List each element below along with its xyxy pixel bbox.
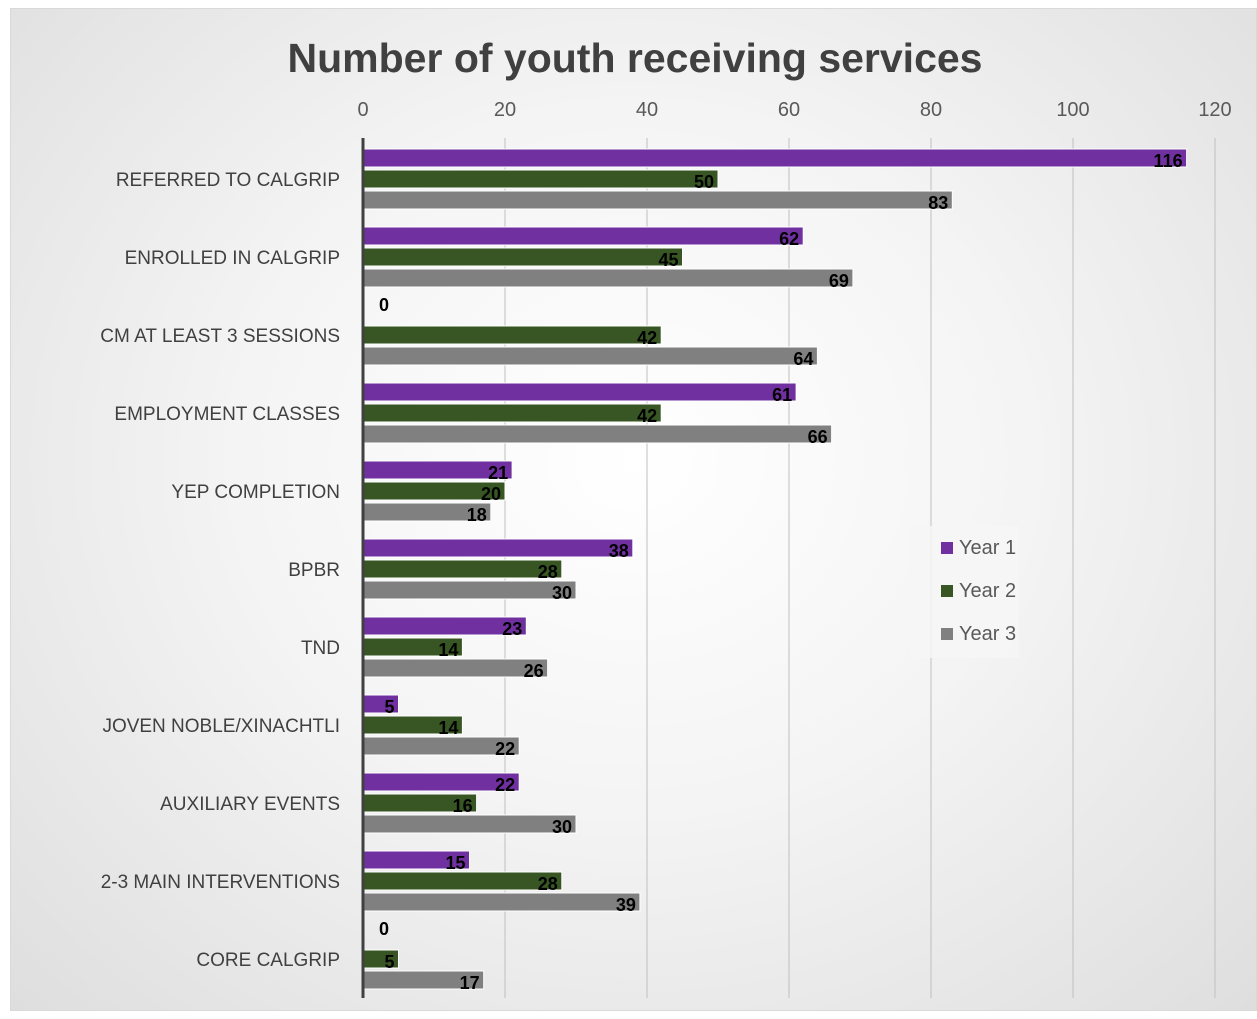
x-tick-label: 80 <box>920 99 942 121</box>
category-label: AUXILIARY EVENTS <box>160 794 340 815</box>
data-label: 14 <box>438 640 458 660</box>
data-label: 28 <box>538 562 558 582</box>
category-label: JOVEN NOBLE/XINACHTLI <box>102 716 340 737</box>
x-tick-label: 60 <box>778 99 800 121</box>
data-label: 15 <box>445 853 465 873</box>
data-label: 42 <box>637 406 657 426</box>
data-label: 23 <box>502 619 522 639</box>
legend-item: Year 2 <box>941 579 1016 603</box>
bar <box>362 247 683 267</box>
data-label: 30 <box>552 817 572 837</box>
category-label: CM AT LEAST 3 SESSIONS <box>100 326 340 347</box>
bar <box>362 346 818 366</box>
legend: Year 1 Year 2 Year 3 <box>909 526 1019 658</box>
data-label: 21 <box>488 463 508 483</box>
data-label: 22 <box>495 775 515 795</box>
legend-item: Year 1 <box>941 536 1016 560</box>
legend-label: Year 3 <box>959 622 1017 645</box>
legend-item: Year 3 <box>941 622 1016 646</box>
bar <box>362 190 953 210</box>
legend-swatch <box>941 542 953 554</box>
data-label: 17 <box>460 973 480 993</box>
category-label: EMPLOYMENT CLASSES <box>114 404 340 425</box>
data-label: 20 <box>481 484 501 504</box>
data-label: 30 <box>552 583 572 603</box>
x-tick-label: 120 <box>1198 99 1231 121</box>
legend-label: Year 2 <box>959 579 1017 602</box>
bar <box>362 658 549 678</box>
bar <box>362 403 662 423</box>
category-label: 2-3 MAIN INTERVENTIONS <box>101 872 340 893</box>
category-label: BPBR <box>288 560 340 581</box>
x-tick-label: 0 <box>357 99 368 121</box>
data-label: 64 <box>793 349 813 369</box>
data-label: 0 <box>379 295 389 315</box>
legend-swatch <box>941 628 953 640</box>
chart-title: Number of youth receiving services <box>287 35 983 81</box>
data-label: 22 <box>495 739 515 759</box>
data-label: 39 <box>616 895 636 915</box>
data-label: 0 <box>379 919 389 939</box>
bar <box>362 148 1188 168</box>
bar <box>362 814 577 834</box>
data-label: 45 <box>658 250 678 270</box>
data-label: 116 <box>1154 151 1183 171</box>
bar <box>362 538 634 558</box>
legend-label: Year 1 <box>959 536 1017 559</box>
data-label: 16 <box>453 796 473 816</box>
bar <box>362 268 854 288</box>
data-label: 26 <box>524 661 544 681</box>
bar <box>362 871 563 891</box>
x-tick-label: 100 <box>1056 99 1089 121</box>
bar <box>362 226 804 246</box>
data-label: 5 <box>384 952 394 972</box>
x-tick-label: 20 <box>494 99 516 121</box>
bar <box>362 325 662 345</box>
bar <box>362 424 833 444</box>
category-label: ENROLLED IN CALGRIP <box>125 248 340 269</box>
bar <box>362 169 719 189</box>
category-label: TND <box>301 638 340 659</box>
data-label: 50 <box>694 172 714 192</box>
data-label: 18 <box>467 505 487 525</box>
data-label: 61 <box>772 385 792 405</box>
data-label: 62 <box>779 229 799 249</box>
category-label: YEP COMPLETION <box>171 482 340 503</box>
data-label: 42 <box>637 328 657 348</box>
category-label: CORE CALGRIP <box>196 950 340 971</box>
data-label: 14 <box>438 718 458 738</box>
bar <box>362 580 577 600</box>
bar <box>362 382 797 402</box>
data-label: 83 <box>928 193 948 213</box>
legend-swatch <box>941 585 953 597</box>
data-label: 69 <box>829 271 849 291</box>
x-tick-label: 40 <box>636 99 658 121</box>
data-label: 5 <box>384 697 394 717</box>
data-label: 38 <box>609 541 629 561</box>
data-label: 66 <box>808 427 828 447</box>
bar <box>362 559 563 579</box>
bar <box>362 892 641 912</box>
category-label: REFERRED TO CALGRIP <box>116 170 340 191</box>
data-label: 28 <box>538 874 558 894</box>
